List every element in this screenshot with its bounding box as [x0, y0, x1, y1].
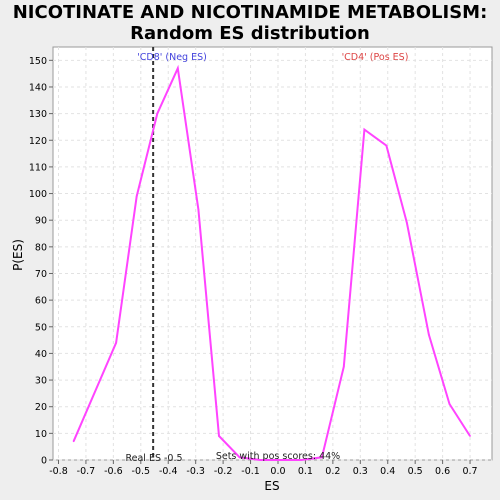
- y-tick-label: 50: [35, 322, 47, 333]
- pos-scores-label: Sets with pos scores: 44%: [216, 451, 340, 462]
- data-points: [72, 67, 471, 461]
- chart-title-line2: Random ES distribution: [130, 23, 370, 44]
- data-point: [177, 67, 179, 70]
- neg-es-label: 'CD8' (Neg ES): [137, 52, 207, 63]
- x-tick-label: -0.6: [104, 466, 123, 477]
- data-point: [343, 365, 345, 368]
- x-tick-label: -0.5: [132, 466, 151, 477]
- x-tick-label: 0.0: [270, 466, 285, 477]
- x-tick-label: 0.6: [435, 466, 450, 477]
- chart-title-line1: NICOTINATE AND NICOTINAMIDE METABOLISM:: [12, 2, 488, 23]
- data-point: [279, 459, 282, 461]
- data-point: [428, 333, 430, 336]
- data-point: [135, 195, 138, 198]
- data-point: [448, 403, 451, 405]
- data-point: [363, 128, 366, 131]
- plot-area: [52, 46, 493, 461]
- y-tick-label: 110: [29, 162, 47, 173]
- data-point: [469, 435, 471, 437]
- x-tick-label: 0.7: [462, 466, 477, 477]
- data-point: [385, 144, 388, 147]
- x-tick-label: 0.3: [353, 466, 368, 477]
- data-point: [321, 456, 323, 459]
- x-tick-label: -0.1: [241, 466, 260, 477]
- x-tick-label: -0.2: [214, 466, 233, 477]
- x-tick-label: 0.2: [325, 466, 340, 477]
- data-point: [218, 435, 220, 437]
- y-tick-label: 70: [35, 269, 47, 280]
- x-tick-label: -0.4: [159, 466, 178, 477]
- pos-es-label: 'CD4' (Pos ES): [342, 52, 409, 63]
- x-tick-label: 0.1: [298, 466, 313, 477]
- y-tick-label: 40: [35, 349, 47, 360]
- data-point: [156, 112, 159, 115]
- data-point: [300, 459, 303, 461]
- y-tick-label: 10: [35, 429, 47, 440]
- data-point: [72, 440, 75, 443]
- x-tick-label: 0.4: [380, 466, 395, 477]
- x-axis-label: ES: [264, 479, 279, 493]
- y-tick-label: 60: [35, 296, 47, 307]
- chart-title: NICOTINATE AND NICOTINAMIDE METABOLISM: …: [0, 2, 500, 44]
- x-tick-label: -0.7: [77, 466, 96, 477]
- y-tick-label: 140: [29, 82, 47, 93]
- x-tick-label: -0.8: [49, 466, 68, 477]
- y-tick-label: 150: [29, 56, 47, 67]
- y-tick-label: 0: [41, 456, 47, 467]
- y-axis-ticks: 0 10 20 30 40 50 60 70 80 90 100 110 120 130 140 150: [29, 56, 53, 467]
- y-tick-label: 100: [29, 189, 47, 200]
- data-point: [238, 456, 241, 459]
- data-point: [197, 208, 200, 211]
- data-point: [115, 341, 117, 344]
- y-tick-label: 80: [35, 242, 47, 253]
- data-point: [406, 222, 408, 224]
- y-tick-label: 30: [35, 376, 47, 387]
- y-tick-label: 90: [35, 216, 47, 227]
- y-tick-label: 20: [35, 402, 47, 413]
- y-axis-label: P(ES): [11, 239, 25, 271]
- x-tick-label: 0.5: [408, 466, 423, 477]
- y-tick-label: 130: [29, 109, 47, 120]
- data-point: [259, 459, 261, 461]
- x-axis-ticks: -0.8 -0.7 -0.6 -0.5 -0.4 -0.3 -0.2 -0.1 0.0 0.1 0.…: [49, 460, 478, 477]
- x-tick-label: -0.3: [186, 466, 205, 477]
- y-tick-label: 120: [29, 136, 47, 147]
- real-es-label: Real ES -0.5: [125, 453, 182, 464]
